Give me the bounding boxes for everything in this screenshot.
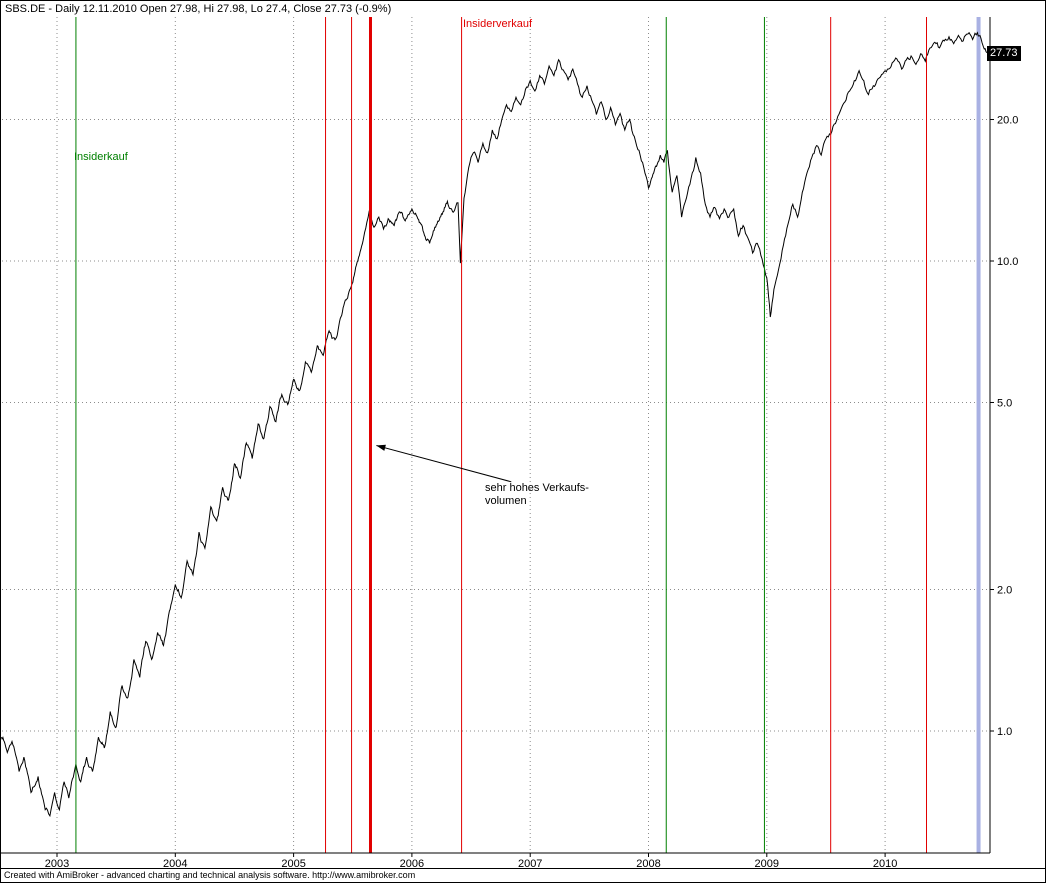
- x-tick-label: 2010: [873, 858, 897, 870]
- price-line: [1, 31, 988, 818]
- chart-title: SBS.DE - Daily 12.11.2010 Open 27.98, Hi…: [1, 1, 1045, 18]
- annotation-arrow-line: [376, 445, 512, 483]
- y-tick-label: 1.0: [997, 726, 1012, 738]
- x-tick-label: 2004: [163, 858, 187, 870]
- volume-annotation: sehr hohes Verkaufs- volumen: [485, 482, 589, 508]
- y-tick-label: 5.0: [997, 397, 1012, 409]
- y-tick-label: 2.0: [997, 585, 1012, 597]
- volume-annotation-line1: sehr hohes Verkaufs-: [485, 482, 589, 494]
- footer-credit: Created with AmiBroker - advanced charti…: [1, 868, 1045, 882]
- insider-sell-label: Insiderverkauf: [463, 18, 533, 30]
- x-tick-label: 2003: [45, 858, 69, 870]
- volume-annotation-line2: volumen: [485, 495, 527, 507]
- x-tick-label: 2009: [755, 858, 779, 870]
- annotation-arrowhead: [376, 444, 386, 451]
- x-tick-label: 2007: [518, 858, 542, 870]
- insider-buy-label: Insiderkauf: [74, 151, 128, 163]
- y-tick-label: 10.0: [997, 256, 1018, 268]
- x-tick-label: 2006: [400, 858, 424, 870]
- x-tick-label: 2008: [636, 858, 660, 870]
- y-tick-label: 20.0: [997, 115, 1018, 127]
- x-tick-label: 2005: [281, 858, 305, 870]
- last-price-tag: 27.73: [987, 46, 1021, 61]
